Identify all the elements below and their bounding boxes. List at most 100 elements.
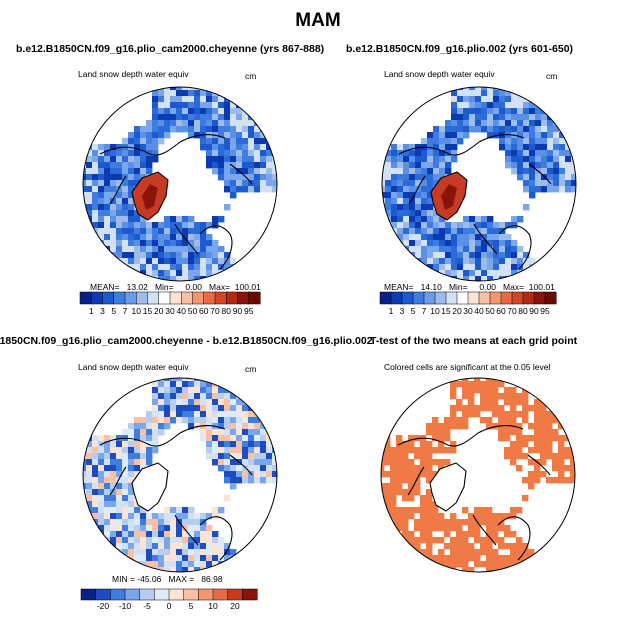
panel-2-units: cm <box>546 71 558 81</box>
colorbar-box <box>79 291 92 305</box>
colorbar-tick-label: -10 <box>118 601 132 611</box>
panel-1-colorbar-labels: 1 3 5 7 10 15 20 30 40 50 60 70 80 90 95 <box>80 306 260 318</box>
colorbar-box <box>214 291 227 305</box>
colorbar-tick-label: -5 <box>143 601 151 611</box>
colorbar-box <box>169 291 182 305</box>
colorbar-box <box>139 588 155 601</box>
panel-2-subtitle: Land snow depth water equiv <box>384 69 495 79</box>
panel-4-title: T-test of the two means at each grid poi… <box>370 335 578 347</box>
panel-2-title: b.e12.B1850CN.f09_g16.plio.002 (yrs 601-… <box>346 43 574 55</box>
panel-4-polar-map <box>380 377 576 573</box>
colorbar-tick-label: 5 <box>188 601 194 611</box>
panel-1-stats: MEAN= 13.02 Min= 0.00 Max= 100.01 <box>90 282 261 292</box>
colorbar-tick-label: 90 <box>529 306 539 316</box>
colorbar-tick-label: 1 <box>88 306 94 316</box>
colorbar-box <box>522 291 535 305</box>
colorbar-box <box>242 588 258 601</box>
colorbar-tick-label: 30 <box>463 306 473 316</box>
colorbar-box <box>91 291 104 305</box>
colorbar-box <box>181 291 194 305</box>
colorbar-tick-label: 50 <box>187 306 198 316</box>
colorbar-box <box>183 588 199 601</box>
colorbar-tick-label: 50 <box>485 306 495 316</box>
colorbar-tick-label: 20 <box>452 306 462 316</box>
colorbar-tick-label: 70 <box>210 306 220 316</box>
colorbar-tick-label: 10 <box>131 306 141 316</box>
colorbar-tick-label: 0 <box>166 601 172 611</box>
panel-3-title: B1850CN.f09_g16.plio_cam2000.cheyenne - … <box>0 335 373 347</box>
colorbar-box <box>124 588 141 601</box>
colorbar-box <box>412 291 425 305</box>
colorbar-box <box>192 291 205 305</box>
colorbar-box <box>248 291 261 305</box>
colorbar-tick-label: 10 <box>208 601 218 611</box>
colorbar-box <box>113 291 126 305</box>
colorbar-tick-label: 70 <box>507 306 517 316</box>
panel-1-units: cm <box>245 71 257 81</box>
colorbar-tick-label: 5 <box>410 306 416 316</box>
figure-title: MAM <box>295 10 341 31</box>
colorbar-box <box>95 588 111 601</box>
panel-1-polar-map <box>82 86 278 282</box>
colorbar-tick-label: -20 <box>96 601 110 611</box>
panel-2-colorbar <box>379 291 557 305</box>
colorbar-box <box>401 291 414 305</box>
colorbar-box <box>390 291 403 305</box>
colorbar-box <box>445 291 458 305</box>
colorbar-box <box>198 588 214 601</box>
colorbar-tick-label: 90 <box>232 306 243 316</box>
colorbar-tick-label: 95 <box>244 306 254 316</box>
colorbar-tick-label: 30 <box>165 306 175 316</box>
panel-1-subtitle: Land snow depth water equiv <box>78 69 189 79</box>
colorbar-box <box>489 291 502 305</box>
colorbar-box <box>136 291 149 305</box>
panel-2-colorbar-labels: 1 3 5 7 10 15 20 30 40 50 60 70 80 90 95 <box>380 306 556 318</box>
colorbar-tick-label: 20 <box>230 601 240 611</box>
panel-1-title: b.e12.B1850CN.f09_g16.plio_cam2000.cheye… <box>16 43 325 55</box>
panel-1-colorbar <box>79 291 261 305</box>
colorbar-box <box>212 588 229 601</box>
colorbar-tick-label: 7 <box>421 306 427 316</box>
colorbar-box <box>227 588 243 601</box>
panel-3-subtitle: Land snow depth water equiv <box>78 362 189 372</box>
colorbar-box <box>110 588 126 601</box>
colorbar-tick-label: 80 <box>221 306 231 316</box>
panel-3-polar-map <box>82 377 278 573</box>
colorbar-box <box>478 291 491 305</box>
colorbar-box <box>226 291 239 305</box>
colorbar-tick-label: 15 <box>142 306 153 316</box>
colorbar-tick-label: 20 <box>154 306 164 316</box>
colorbar-box <box>511 291 524 305</box>
colorbar-tick-label: 40 <box>176 306 186 316</box>
colorbar-box <box>434 291 447 305</box>
colorbar-tick-label: 95 <box>540 306 550 316</box>
colorbar-tick-label: 10 <box>430 306 440 316</box>
colorbar-box <box>423 291 436 305</box>
colorbar-box <box>456 291 469 305</box>
panel-2-polar-map <box>381 86 577 282</box>
colorbar-box <box>147 291 160 305</box>
colorbar-box <box>158 291 171 305</box>
colorbar-box <box>80 588 97 601</box>
colorbar-box <box>203 291 216 305</box>
colorbar-tick-label: 1 <box>388 306 394 316</box>
colorbar-tick-label: 3 <box>100 306 105 316</box>
colorbar-box <box>533 291 546 305</box>
colorbar-tick-label: 60 <box>199 306 209 316</box>
colorbar-box <box>237 291 250 305</box>
colorbar-tick-label: 15 <box>441 306 451 316</box>
colorbar-box <box>168 588 185 601</box>
colorbar-box <box>154 588 170 601</box>
panel-3-stats: MIN = -45.06 MAX = 86.98 <box>112 574 223 584</box>
colorbar-box <box>124 291 137 305</box>
colorbar-box <box>544 291 557 305</box>
colorbar-tick-label: 40 <box>474 306 484 316</box>
colorbar-box <box>500 291 513 305</box>
panel-3-colorbar-labels: -20 -10 -5 0 5 10 20 <box>81 601 257 613</box>
colorbar-tick-label: 60 <box>496 306 506 316</box>
panel-2-stats: MEAN= 14.10 Min= 0.00 Max= 100.01 <box>384 282 555 292</box>
colorbar-tick-label: 5 <box>111 306 117 316</box>
panel-4-subtitle: Colored cells are significant at the 0.0… <box>384 362 551 372</box>
panel-3-units: cm <box>245 364 257 374</box>
colorbar-tick-label: 7 <box>122 306 128 316</box>
